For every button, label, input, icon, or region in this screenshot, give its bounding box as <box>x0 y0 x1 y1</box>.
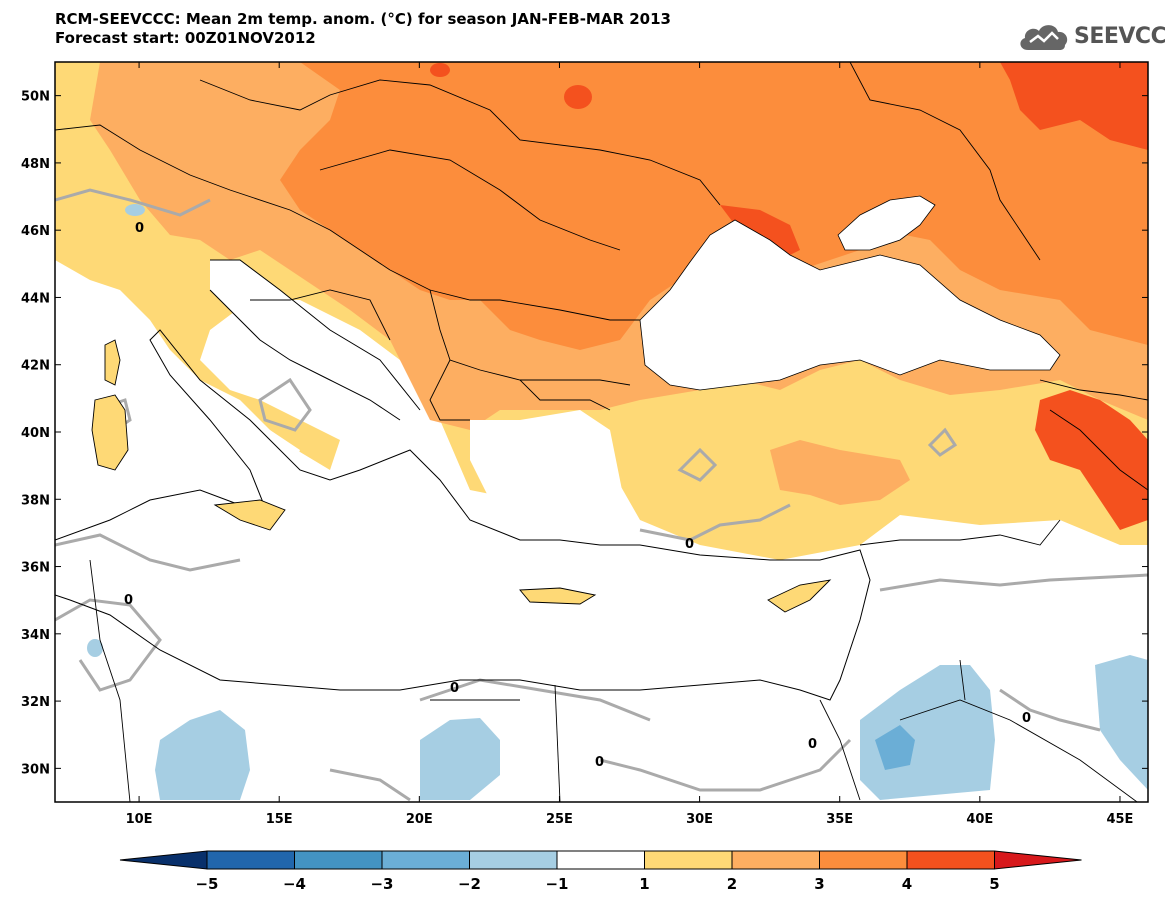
lon-tick-label: 15E <box>266 812 293 827</box>
anomaly-area-neg-1-2-alps <box>125 204 145 216</box>
anomaly-area-neg-1-2-libya <box>155 710 250 800</box>
longitude-axis: 10E 15E 20E 25E 30E 35E 40E 45E <box>126 62 1133 827</box>
lon-tick-label: 35E <box>826 812 853 827</box>
colorbar-label: 2 <box>727 875 737 893</box>
colorbar-segment <box>556 850 645 870</box>
contour-label: 0 <box>808 737 817 752</box>
country-borders <box>55 62 1148 802</box>
colorbar-segment <box>206 850 295 870</box>
lat-tick-label: 44N <box>21 291 50 306</box>
logo-text: SEEVCCC <box>1074 24 1165 49</box>
adriatic-coastline <box>209 259 421 421</box>
forecast-start-label: Forecast start: 00Z01NOV2012 <box>55 29 316 47</box>
contour-label: 0 <box>685 537 694 552</box>
sicily <box>213 499 286 531</box>
black-sea <box>639 219 1061 391</box>
contour-label: 0 <box>124 593 133 608</box>
lat-tick-label: 40N <box>21 426 50 441</box>
lat-tick-label: 34N <box>21 628 50 643</box>
contour-label: 0 <box>1022 711 1031 726</box>
anomaly-area-neg-1-2-iraq <box>1095 655 1148 790</box>
colorbar-label: 1 <box>639 875 649 893</box>
coastline <box>55 329 871 701</box>
anomaly-area-neg-2-3-arabia <box>875 725 915 770</box>
contour-label: 0 <box>135 221 144 236</box>
islands <box>91 339 832 613</box>
lat-tick-label: 38N <box>21 493 50 508</box>
lat-tick-label: 46N <box>21 224 50 239</box>
colorbar-label: −5 <box>195 875 218 893</box>
colorbar-label: 3 <box>814 875 824 893</box>
colorbar-label: −2 <box>458 875 481 893</box>
colorbar-segment <box>469 850 558 870</box>
lat-tick-label: 36N <box>21 561 50 576</box>
lat-tick-label: 50N <box>21 90 50 105</box>
colorbar-segment <box>731 850 820 870</box>
latitude-axis: 50N 48N 46N 44N 42N 40N 38N 36N 34N 32N 30N <box>21 90 1148 777</box>
corsica <box>104 339 121 386</box>
cloud-icon <box>1020 25 1068 50</box>
colorbar-label: 5 <box>989 875 999 893</box>
colorbar-segment <box>381 850 470 870</box>
lon-tick-label: 45E <box>1106 812 1133 827</box>
lat-tick-label: 30N <box>21 762 50 777</box>
colorbar-segment <box>906 850 995 870</box>
colorbar-over-triangle <box>994 850 1082 870</box>
colorbar-label: −3 <box>370 875 393 893</box>
aegean-sea <box>470 410 630 560</box>
colorbar-under-triangle <box>119 850 208 870</box>
anomaly-area-4-5 <box>1000 62 1148 150</box>
lat-tick-label: 42N <box>21 359 50 374</box>
cyprus <box>767 579 832 613</box>
anomaly-area-4-5-north <box>430 63 450 77</box>
seevccc-logo: SEEVCCC <box>1016 20 1165 56</box>
contour-label: 0 <box>595 755 604 770</box>
crete <box>519 587 597 605</box>
lon-tick-label: 25E <box>546 812 573 827</box>
lon-tick-label: 20E <box>406 812 433 827</box>
azov-sea <box>837 195 936 251</box>
colorbar-label: −4 <box>283 875 306 893</box>
anomaly-area-4-5-ukraine <box>564 85 592 109</box>
lon-tick-label: 40E <box>966 812 993 827</box>
chart-title: RCM-SEEVCCC: Mean 2m temp. anom. (°C) fo… <box>55 10 671 28</box>
colorbar-segment <box>644 850 733 870</box>
colorbar: −5 −4 −3 −2 −1 1 2 3 4 5 <box>119 850 1082 893</box>
colorbar-label: 4 <box>902 875 912 893</box>
anomaly-area-neg-1-2-tunisia <box>87 639 103 657</box>
colorbar-label: −1 <box>545 875 568 893</box>
anomaly-area-4-5-crimea <box>720 205 800 260</box>
anomaly-area-neg-1-2-egypt <box>420 718 500 800</box>
colorbar-segment <box>819 850 908 870</box>
sardinia <box>91 394 129 471</box>
lon-tick-label: 30E <box>686 812 713 827</box>
lat-tick-label: 32N <box>21 695 50 710</box>
lat-tick-label: 48N <box>21 157 50 172</box>
anomaly-area-4-5-caucasus <box>1035 390 1148 530</box>
contour-label: 0 <box>450 681 459 696</box>
anomaly-area-2-3-anatolia <box>770 440 910 505</box>
lon-tick-label: 10E <box>126 812 153 827</box>
zero-contours <box>55 188 1148 802</box>
anomaly-area-3-4 <box>280 62 1148 350</box>
anomaly-fill-layer <box>55 62 1148 802</box>
colorbar-segment <box>294 850 383 870</box>
chart-title-block: RCM-SEEVCCC: Mean 2m temp. anom. (°C) fo… <box>55 10 671 48</box>
